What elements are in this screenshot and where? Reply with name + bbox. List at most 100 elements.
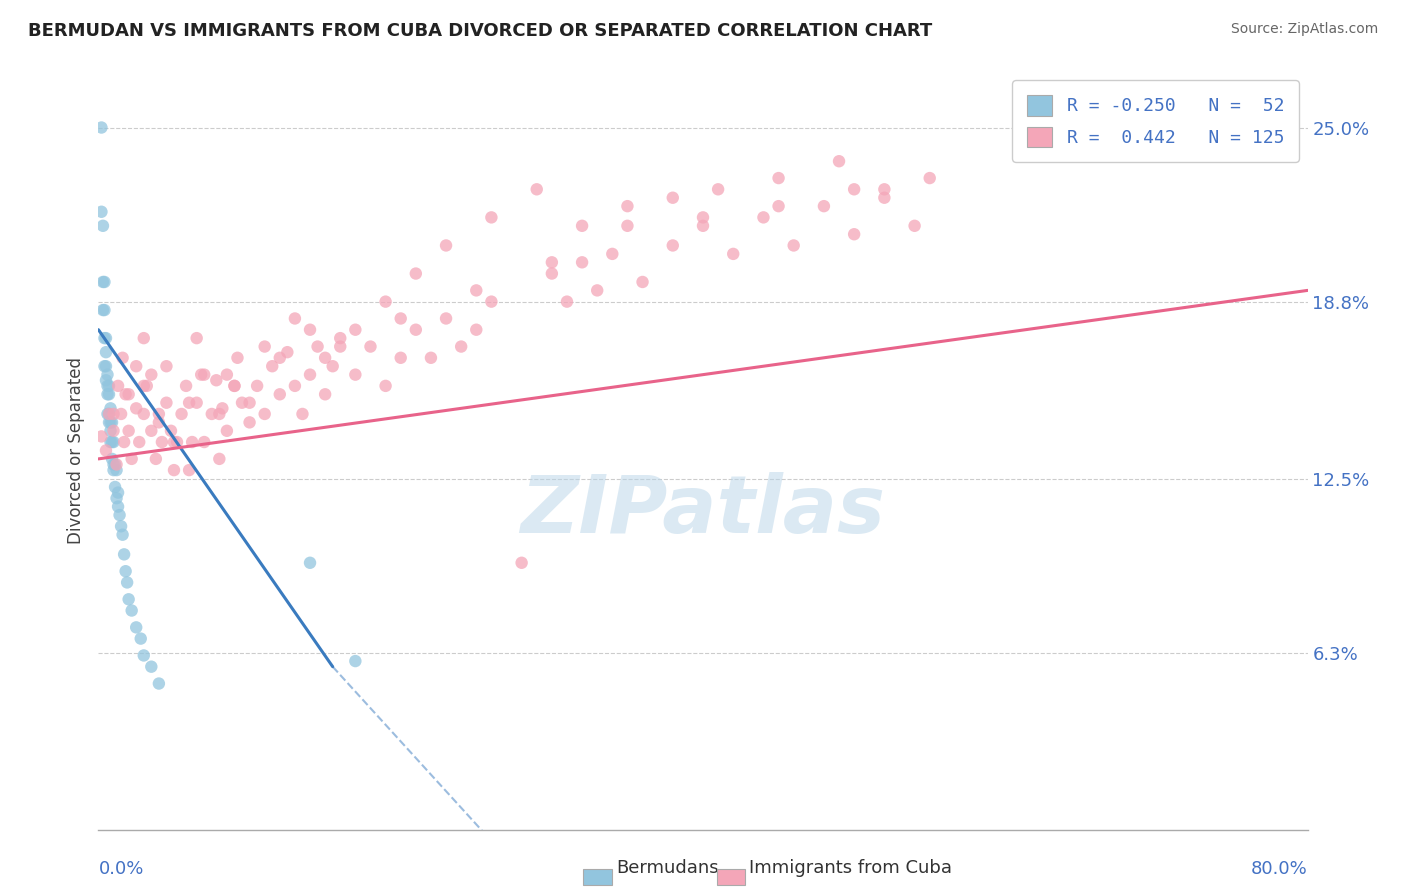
Point [101,416,124,430]
Point [692,211,714,225]
Point [389,351,412,365]
Point [96,368,118,382]
Point [114,387,136,401]
Point [224,379,246,393]
Point [128,435,150,450]
Point [108,508,131,522]
Point [94,373,117,387]
Point [93,275,115,289]
Point [98,407,121,421]
Point [94,331,117,345]
Point [186,331,208,345]
Point [91,219,114,233]
Point [211,401,233,416]
Point [166,435,188,450]
Point [115,575,138,590]
Point [692,219,714,233]
Point [150,435,173,450]
Point [110,407,132,421]
Point [104,458,127,472]
Legend: R = -0.250   N =  52, R =  0.442   N = 125: R = -0.250 N = 52, R = 0.442 N = 125 [1012,80,1299,161]
Point [103,407,125,421]
Point [101,451,124,466]
Point [163,435,186,450]
Point [344,323,367,337]
Point [193,368,215,382]
Point [148,407,170,421]
Point [510,556,533,570]
Point [94,443,117,458]
Point [269,387,291,401]
Point [98,387,121,401]
Point [170,407,193,421]
Point [291,407,314,421]
Point [405,323,427,337]
Point [103,435,125,450]
Point [186,395,208,409]
Point [104,480,127,494]
Point [360,340,382,354]
Point [96,407,118,421]
Point [602,247,624,261]
Point [299,556,322,570]
Point [420,351,443,365]
Point [155,395,177,409]
Point [129,632,152,646]
Point [118,592,141,607]
Point [141,424,163,438]
Point [132,379,155,393]
Point [148,676,170,690]
Point [98,416,121,430]
Point [93,331,115,345]
Point [276,345,298,359]
Point [571,255,593,269]
Point [160,424,183,438]
Point [768,171,790,186]
Point [96,379,118,393]
Point [215,368,238,382]
Point [125,401,148,416]
Point [481,294,503,309]
Point [389,311,412,326]
Point [110,519,132,533]
Point [208,407,231,421]
Point [918,171,941,186]
Point [246,379,269,393]
Point [181,435,204,450]
Point [132,648,155,663]
Point [374,379,396,393]
Point [434,238,457,252]
Point [105,463,128,477]
Point [125,620,148,634]
Point [107,485,129,500]
Point [111,527,134,541]
Point [100,435,122,450]
Point [540,255,562,269]
Point [132,407,155,421]
Point [141,659,163,673]
Point [314,387,336,401]
Point [314,351,336,365]
Point [661,238,683,252]
Point [783,238,806,252]
Point [94,359,117,374]
Point [873,191,896,205]
Point [707,182,730,196]
Point [101,435,124,450]
Point [141,368,163,382]
Point [405,267,427,281]
Point [114,564,136,578]
Point [103,458,125,472]
Point [100,401,122,416]
Point [555,294,578,309]
Point [90,204,112,219]
Y-axis label: Divorced or Separated: Divorced or Separated [66,357,84,544]
Text: Immigrants from Cuba: Immigrants from Cuba [749,859,952,877]
Text: 0.0%: 0.0% [98,860,143,878]
Point [179,463,201,477]
Text: ZIPatlas: ZIPatlas [520,472,886,550]
Point [148,416,170,430]
Point [329,331,352,345]
Point [616,199,638,213]
Point [224,379,246,393]
